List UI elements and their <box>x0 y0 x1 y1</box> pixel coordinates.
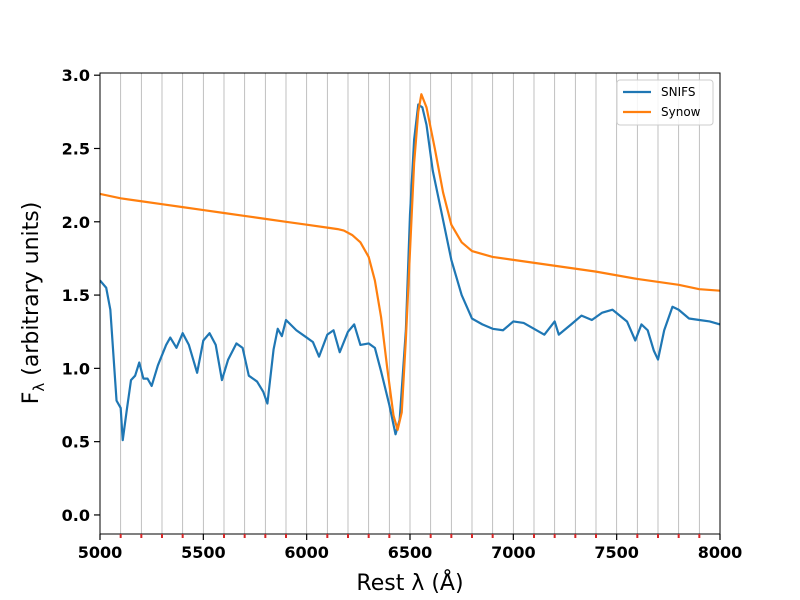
x-tick-label: 6500 <box>388 543 433 562</box>
x-tick-label: 7000 <box>491 543 536 562</box>
y-tick-label: 3.0 <box>62 66 90 85</box>
legend-label: Synow <box>661 105 701 119</box>
x-tick-label: 7500 <box>594 543 639 562</box>
y-axis-label: Fλ (arbitrary units) <box>19 202 48 405</box>
series-line <box>100 103 720 442</box>
y-tick-label: 0.5 <box>62 433 90 452</box>
lines <box>100 93 720 442</box>
x-tick-label: 6000 <box>284 543 329 562</box>
y-tick-label: 1.5 <box>62 286 90 305</box>
y-tick-label: 2.0 <box>62 213 90 232</box>
legend: SNIFS Synow <box>616 79 714 126</box>
y-tick-label: 1.0 <box>62 359 90 378</box>
grid <box>99 73 721 534</box>
x-axis-label: Rest λ (Å) <box>356 569 463 596</box>
ticks: 5000 5500 6000 6500 7000 7500 8000 0.0 0.5 1.0 1.5… <box>62 66 743 562</box>
y-label-rest: (arbitrary units) <box>19 202 44 383</box>
x-tick-label: 5500 <box>181 543 226 562</box>
legend-label: SNIFS <box>661 85 695 99</box>
x-tick-label: 5000 <box>78 543 123 562</box>
series-line <box>100 93 720 432</box>
y-tick-label: 0.0 <box>62 506 90 525</box>
y-tick-label: 2.5 <box>62 139 90 158</box>
x-tick-label: 8000 <box>698 543 743 562</box>
y-label-sub: λ <box>30 383 48 392</box>
y-label-main: F <box>19 392 44 405</box>
